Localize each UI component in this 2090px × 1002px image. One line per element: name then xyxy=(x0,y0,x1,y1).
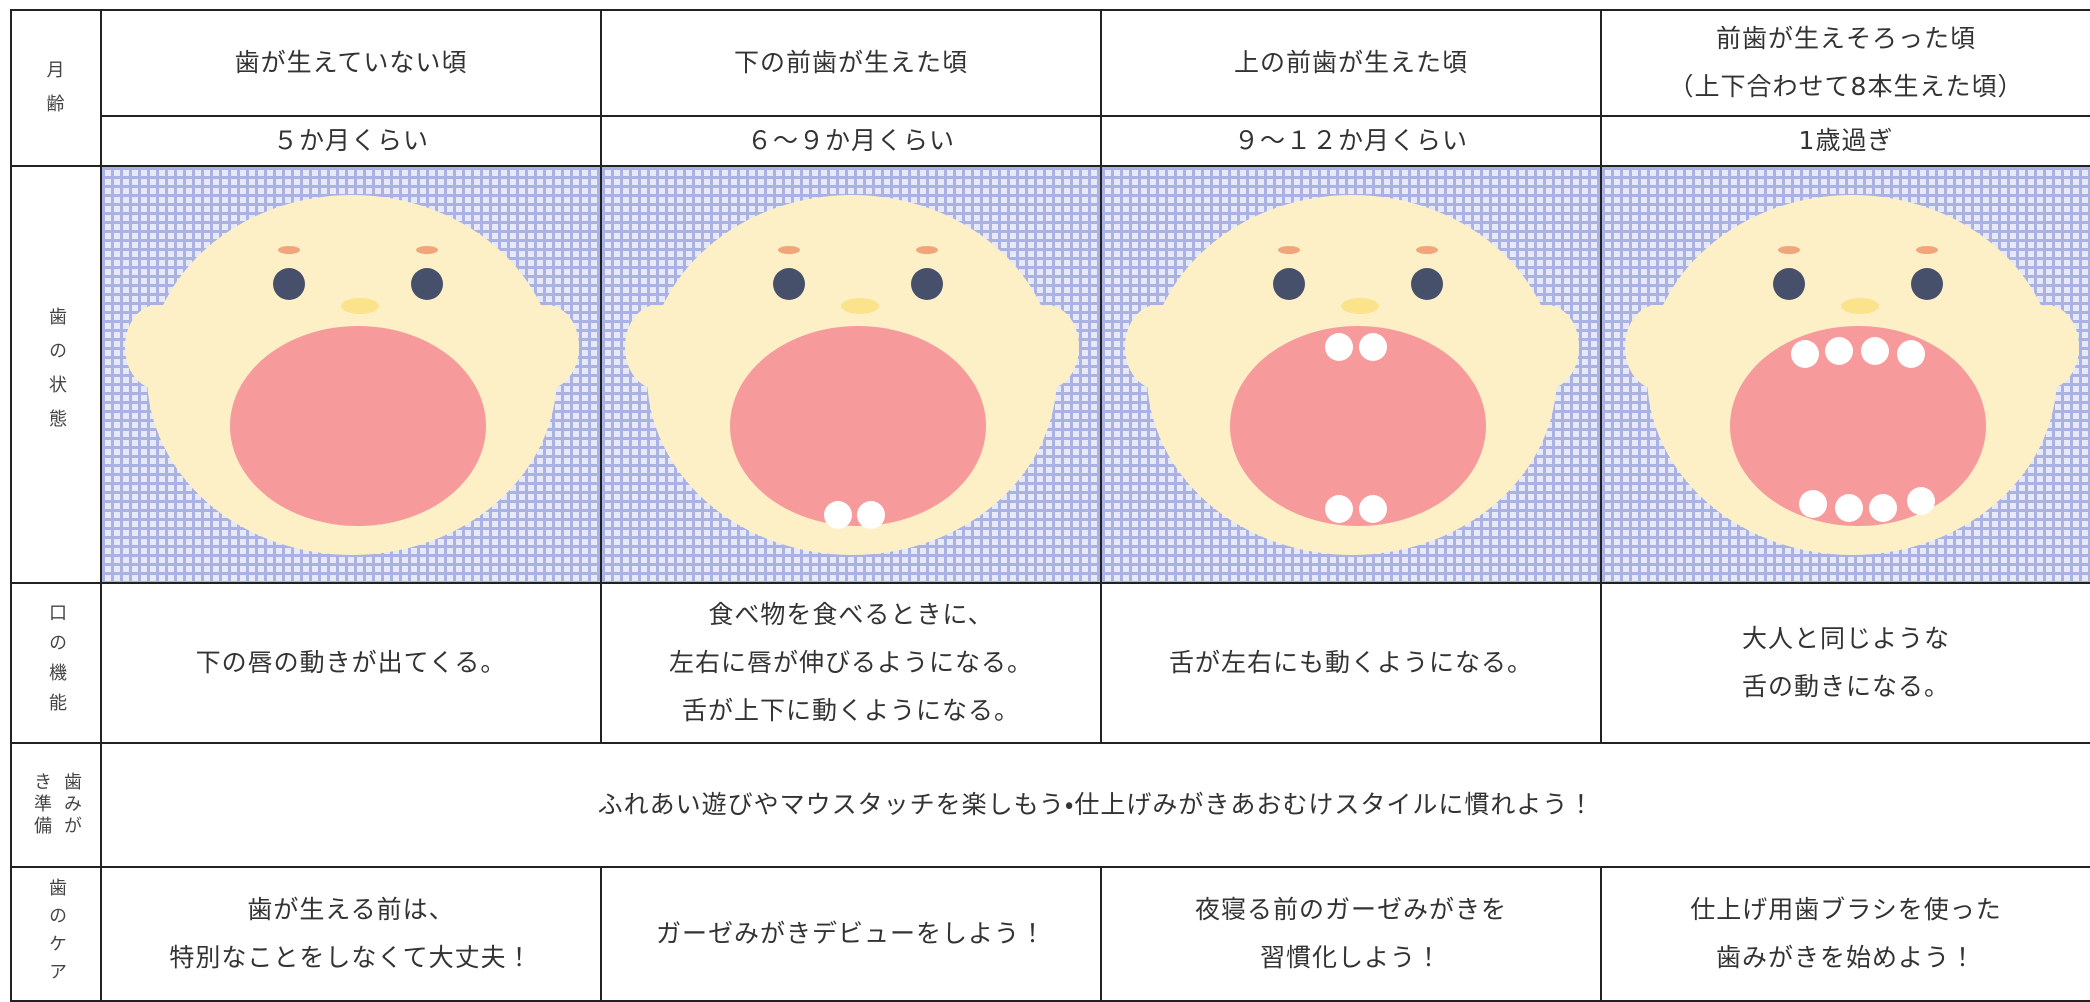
stage-title: 前歯が生えそろった頃 （上下合わせて8本生えた頃） xyxy=(1600,9,2090,117)
row-label: 月齢 xyxy=(10,9,102,167)
label-text: 歯の状態 xyxy=(46,306,67,443)
text-line: （上下合わせて8本生えた頃） xyxy=(1668,72,2024,101)
text-line: 歯が生えていない頃 xyxy=(234,48,468,77)
row-label: 口の機能 xyxy=(10,582,102,744)
prep-cell: ふれあい遊びやマウスタッチを楽しもう・仕上げみがきあおむけスタイルに慣れよう！ xyxy=(100,742,2090,868)
stage-title: 下の前歯が生えた頃 xyxy=(600,9,1102,117)
label-text: 口の機能 xyxy=(46,603,67,723)
row-label: 歯のケア xyxy=(10,866,102,1002)
function-cell: 舌が左右にも動くようになる。 xyxy=(1100,582,1602,744)
text-line: 下の前歯が生えた頃 xyxy=(733,48,968,77)
text-line: 歯が生える前は、 xyxy=(247,895,455,924)
stage-title: 歯が生えていない頃 xyxy=(100,9,602,117)
text-line: 舌の動きになる。 xyxy=(1741,672,1950,701)
text-line: 舌が上下に動くようになる。 xyxy=(681,696,1020,725)
text-line: 仕上げ用歯ブラシを使った xyxy=(1690,895,2002,924)
teeth-table: 月齢 歯が生えていない頃 下の前歯が生えた頃 上の前歯が生えた頃 前歯が生えそろ… xyxy=(10,9,2090,1002)
face-cell xyxy=(1600,165,2090,584)
text-line: 舌が左右にも動くようになる。 xyxy=(1168,648,1533,677)
face-cell xyxy=(1100,165,1602,584)
label-text: 歯のケア xyxy=(46,878,67,990)
care-row: 歯のケア 歯が生える前は、特別なことをしなくて大丈夫！ ガーゼみがきデビューをし… xyxy=(10,866,2090,1002)
face-cell xyxy=(600,165,1102,584)
label-text: 歯みがき準備 xyxy=(31,772,82,838)
age-cell: ９～１２か月くらい xyxy=(1100,115,1602,167)
prep-row: 歯みがき準備 ふれあい遊びやマウスタッチを楽しもう・仕上げみがきあおむけスタイル… xyxy=(10,742,2090,868)
care-cell: ガーゼみがきデビューをしよう！ xyxy=(600,866,1102,1002)
age-row: ５か月くらい ６～９か月くらい ９～１２か月くらい 1歳過ぎ xyxy=(11,115,2090,167)
function-cell: 下の唇の動きが出てくる。 xyxy=(100,582,602,744)
stage-title: 上の前歯が生えた頃 xyxy=(1100,9,1602,117)
function-cell: 食べ物を食べるときに、左右に唇が伸びるようになる。 舌が上下に動くようになる。 xyxy=(600,582,1102,744)
text-line: 習慣化しよう！ xyxy=(1259,943,1442,972)
face xyxy=(602,167,1101,582)
label-text: 月齢 xyxy=(46,60,66,115)
face-cell xyxy=(100,165,602,584)
face xyxy=(1102,167,1601,582)
text-line: 大人と同じような xyxy=(1741,624,1950,653)
age-cell: ５か月くらい xyxy=(100,115,602,167)
text-line: 上の前歯が生えた頃 xyxy=(1233,48,1468,77)
text-line: 特別なことをしなくて大丈夫！ xyxy=(169,943,533,972)
row-label: 歯の状態 xyxy=(10,165,102,584)
text-line: ガーゼみがきデビューをしよう！ xyxy=(655,919,1046,948)
text-line: 下の唇の動きが出てくる。 xyxy=(195,648,507,677)
age-cell: 1歳過ぎ xyxy=(1600,115,2090,167)
face xyxy=(102,167,601,582)
teeth-row: 歯の状態 xyxy=(10,165,2090,584)
text-line: 前歯が生えそろった頃 xyxy=(1715,24,1976,53)
title-row: 月齢 歯が生えていない頃 下の前歯が生えた頃 上の前歯が生えた頃 前歯が生えそろ… xyxy=(10,9,2090,167)
function-row: 口の機能 下の唇の動きが出てくる。 食べ物を食べるときに、左右に唇が伸びるように… xyxy=(10,582,2090,744)
care-cell: 夜寝る前のガーゼみがきを 習慣化しよう！ xyxy=(1100,866,1602,1002)
text-line: 歯みがきを始めよう！ xyxy=(1715,943,1976,972)
row-label: 歯みがき準備 xyxy=(10,742,102,868)
text-line: 夜寝る前のガーゼみがきを xyxy=(1194,895,1507,924)
care-cell: 仕上げ用歯ブラシを使った 歯みがきを始めよう！ xyxy=(1600,866,2090,1002)
function-cell: 大人と同じような 舌の動きになる。 xyxy=(1600,582,2090,744)
text-line: 食べ物を食べるときに、 xyxy=(708,600,994,629)
text-line: 左右に唇が伸びるようになる。 xyxy=(668,648,1033,677)
care-cell: 歯が生える前は、特別なことをしなくて大丈夫！ xyxy=(100,866,602,1002)
face xyxy=(1603,168,2089,581)
age-cell: ６～９か月くらい xyxy=(600,115,1102,167)
